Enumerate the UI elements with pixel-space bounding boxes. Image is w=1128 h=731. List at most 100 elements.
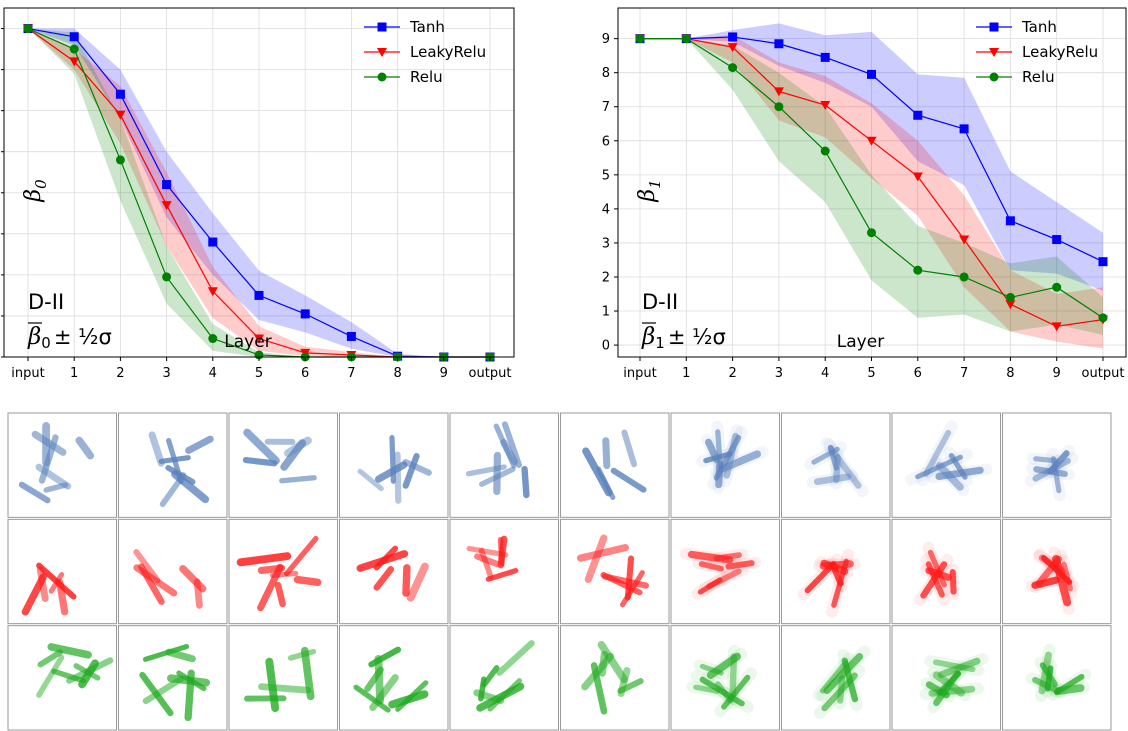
point-cloud-stroke: [356, 550, 409, 572]
point-cloud-haze: [714, 667, 758, 718]
data-point: [69, 44, 79, 54]
point-cloud-stroke: [148, 431, 165, 467]
y-tick-label: 2: [602, 270, 610, 285]
point-cloud-stroke: [402, 459, 432, 476]
point-cloud-stroke: [949, 569, 957, 595]
legend-label: Relu: [1022, 68, 1055, 86]
x-tick-label: 5: [255, 366, 263, 381]
thumbnail-cell: [339, 518, 449, 625]
annotation-subscript: 0: [41, 334, 51, 352]
point-cloud-stroke: [925, 561, 945, 598]
legend-marker: [989, 22, 999, 32]
annotation-beta: β: [27, 324, 41, 350]
legend-marker: [989, 72, 999, 82]
band-relu: [640, 38, 1103, 335]
point-cloud-stroke: [284, 535, 319, 577]
point-cloud-stroke: [721, 674, 751, 710]
relu-row: [7, 625, 1112, 731]
point-cloud-haze: [1026, 452, 1066, 468]
x-tick-label: 2: [116, 366, 124, 381]
point-cloud-stroke: [497, 536, 505, 567]
x-tick-label: 9: [440, 366, 448, 381]
point-cloud-stroke: [357, 468, 384, 492]
point-cloud-stroke: [1054, 684, 1085, 695]
thumbnail-cell: [339, 412, 449, 518]
y-axis-title: β1: [635, 179, 664, 202]
point-cloud-haze: [813, 557, 861, 573]
point-cloud-stroke: [620, 570, 645, 608]
y-axis-subscript: 0: [32, 179, 50, 189]
thumbnail-cell: [7, 625, 117, 731]
point-cloud-stroke: [827, 444, 840, 471]
std-bands: [640, 23, 1103, 349]
point-cloud-stroke: [51, 668, 86, 684]
x-tick-label: 4: [209, 366, 217, 381]
y-tick-label: 4: [602, 202, 610, 217]
point-cloud-stroke: [699, 676, 745, 707]
point-cloud-haze: [816, 645, 871, 702]
y-tick-label: 9: [602, 32, 610, 47]
legend-marker: [377, 22, 387, 32]
y-axis: [1, 28, 4, 358]
annotation-suffix: ± ½σ: [54, 325, 112, 349]
y-tick-label: 5: [602, 168, 610, 183]
point-cloud-stroke: [1035, 555, 1062, 587]
point-cloud-stroke: [1032, 676, 1061, 694]
point-cloud-stroke: [693, 684, 720, 694]
point-cloud-stroke: [1033, 456, 1060, 464]
point-cloud-stroke: [823, 652, 864, 695]
point-cloud-stroke: [521, 465, 530, 499]
data-point: [300, 309, 310, 319]
x-tick-label: output: [1082, 366, 1125, 381]
y-tick-label: 7: [602, 100, 610, 115]
point-cloud-stroke: [474, 553, 500, 568]
thumbnail-cell: [891, 625, 1001, 731]
x-tick-label: 8: [393, 366, 401, 381]
thumbnail-cell: [891, 518, 1001, 625]
legend-label: Tanh: [409, 18, 445, 36]
legend-label: LeakyRelu: [1022, 43, 1098, 61]
data-point: [820, 146, 830, 156]
point-cloud-haze: [823, 438, 844, 477]
data-point: [774, 39, 784, 49]
point-cloud-stroke: [479, 466, 516, 487]
point-cloud-stroke: [236, 552, 292, 567]
point-cloud-stroke: [193, 578, 203, 609]
point-cloud-haze: [813, 664, 866, 720]
x-tick-label: 2: [728, 366, 736, 381]
point-cloud-haze: [943, 446, 974, 487]
point-cloud-stroke: [697, 577, 723, 595]
y-axis-title: β0: [21, 179, 50, 203]
data-point: [635, 34, 645, 44]
data-point: [913, 265, 923, 275]
point-cloud-stroke: [927, 549, 947, 588]
point-cloud-haze: [919, 682, 984, 700]
point-cloud-stroke: [493, 423, 517, 469]
y-tick-label: 0: [602, 339, 610, 354]
thumbnail-frame: [118, 518, 228, 625]
point-cloud-stroke: [258, 683, 312, 694]
point-cloud-haze: [691, 572, 729, 600]
point-cloud-stroke: [621, 429, 638, 468]
thumbnail-cell: [118, 625, 228, 731]
legend-marker: [989, 48, 999, 57]
data-point: [69, 32, 79, 42]
thumbnail-cell: [670, 625, 780, 731]
point-cloud-haze: [709, 445, 769, 478]
y-tick-label: 8: [602, 66, 610, 81]
point-cloud-haze: [929, 652, 989, 683]
y-tick-label: 6: [602, 134, 610, 149]
thumbnail-cell: [228, 518, 338, 625]
point-cloud-stroke: [478, 547, 494, 580]
point-cloud-haze: [700, 647, 748, 684]
thumbnail-frame: [560, 625, 670, 731]
data-point: [1051, 322, 1062, 332]
x-axis-title: Layer: [224, 332, 271, 352]
point-cloud-haze: [692, 557, 731, 576]
data-point: [1098, 313, 1108, 323]
point-cloud-stroke: [617, 678, 644, 694]
point-cloud-stroke: [133, 564, 178, 597]
point-cloud-stroke: [364, 666, 384, 692]
data-point: [161, 201, 172, 211]
point-cloud-stroke: [37, 649, 64, 668]
